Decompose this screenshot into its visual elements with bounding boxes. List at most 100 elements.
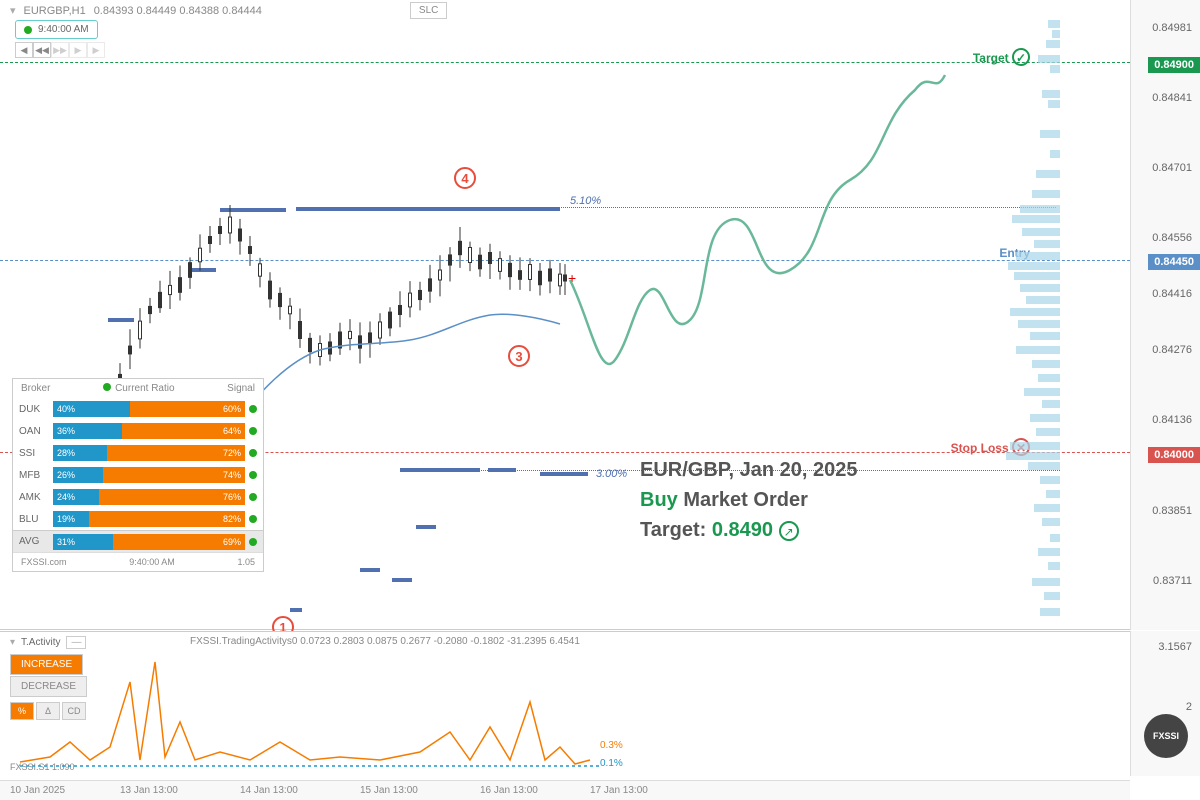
status-dot-icon: [103, 383, 111, 391]
main-chart-area[interactable]: ▾ EURGBP,H1 0.84393 0.84449 0.84388 0.84…: [0, 0, 1130, 630]
avg-name: AVG: [19, 536, 49, 547]
activity-chart: [0, 632, 1130, 777]
signal-dot-icon: [249, 405, 257, 413]
signal-dot-icon: [249, 538, 257, 546]
chart-container: ▾ EURGBP,H1 0.84393 0.84449 0.84388 0.84…: [0, 0, 1200, 800]
vp-bar: [1052, 30, 1060, 38]
ratio-short: 74%: [103, 467, 245, 483]
vp-bar: [1046, 490, 1060, 498]
vp-bar: [1044, 592, 1060, 600]
vp-bar: [1036, 428, 1060, 436]
vp-bar: [1018, 320, 1060, 328]
summary-title: EUR/GBP, Jan 20, 2025: [640, 455, 858, 485]
time-value: 9:40:00 AM: [38, 24, 89, 35]
activity-panel[interactable]: ▾ T.Activity — FXSSI.TradingActivitys0 0…: [0, 631, 1130, 776]
vp-bar: [1048, 562, 1060, 570]
ratio-footer: FXSSI.com 9:40:00 AM 1.05: [13, 552, 263, 571]
act-pct-bot: 0.1%: [600, 758, 623, 769]
vp-bar: [1050, 534, 1060, 542]
ratio-long: 36%: [53, 423, 122, 439]
signal-dot-icon: [249, 471, 257, 479]
stopout-bar: [192, 268, 216, 272]
ratio-short: 76%: [99, 489, 245, 505]
time-tick: 10 Jan 2025: [10, 785, 65, 796]
nav-controls: ◀ ◀◀ ▶▶ ▶ ▶: [15, 42, 105, 58]
vp-bar: [1030, 332, 1060, 340]
nav-play-icon[interactable]: ▶: [69, 42, 87, 58]
ratio-bar: 19% 82%: [53, 511, 245, 527]
time-tick: 17 Jan 13:00: [590, 785, 648, 796]
activity-tick: 2: [1186, 701, 1192, 713]
status-dot-icon: [24, 26, 32, 34]
vp-bar: [1010, 442, 1060, 450]
time-tick: 15 Jan 13:00: [360, 785, 418, 796]
vp-bar: [1036, 170, 1060, 178]
broker-name: SSI: [19, 448, 49, 459]
ratio-long: 24%: [53, 489, 99, 505]
footer-time: 9:40:00 AM: [129, 557, 175, 567]
time-tick: 14 Jan 13:00: [240, 785, 298, 796]
ratio-row: OAN 36% 64%: [13, 420, 263, 442]
stopout-bar: [392, 578, 412, 582]
ratio-bar: 36% 64%: [53, 423, 245, 439]
broker-name: DUK: [19, 404, 49, 415]
vp-bar: [1046, 40, 1060, 48]
ratio-rows: DUK 40% 60% OAN 36% 64% SSI 28% 72% MFB …: [13, 398, 263, 530]
vp-bar: [1042, 90, 1060, 98]
time-tick: 13 Jan 13:00: [120, 785, 178, 796]
summary-order: Market Order: [683, 489, 808, 511]
ratio-bar: 24% 76%: [53, 489, 245, 505]
vp-bar: [1038, 374, 1060, 382]
volume-profile: [1000, 0, 1060, 630]
price-tick: 0.84701: [1152, 162, 1192, 174]
price-tick: 0.83851: [1152, 505, 1192, 517]
symbol-label: EURGBP,H1: [24, 5, 86, 17]
vp-bar: [1034, 240, 1060, 248]
nav-fwd-icon[interactable]: ▶▶: [51, 42, 69, 58]
stopout-bar: [488, 468, 516, 472]
nav-last-icon[interactable]: ▶: [87, 42, 105, 58]
signal-dot-icon: [249, 427, 257, 435]
vp-bar: [1048, 20, 1060, 28]
ratio-bar: 40% 60%: [53, 401, 245, 417]
nav-first-icon[interactable]: ◀: [15, 42, 33, 58]
ratio-short: 64%: [122, 423, 245, 439]
signal-col: Signal: [227, 383, 255, 394]
broker-name: BLU: [19, 514, 49, 525]
footer-ver: 1.05: [237, 557, 255, 567]
price-axis: 0.849810.848410.847010.845560.844160.842…: [1130, 0, 1200, 630]
vp-bar: [1006, 452, 1060, 460]
ratio-panel[interactable]: Broker Current Ratio Signal DUK 40% 60% …: [12, 378, 264, 572]
vp-bar: [1040, 608, 1060, 616]
signal-dot-icon: [249, 515, 257, 523]
ratio-header: Broker Current Ratio Signal: [13, 379, 263, 398]
ratio-long: 28%: [53, 445, 107, 461]
act-pct-top: 0.3%: [600, 740, 623, 751]
vp-bar: [1032, 578, 1060, 586]
vp-bar: [1020, 284, 1060, 292]
ratio-long: 19%: [53, 511, 89, 527]
price-tick: 0.84841: [1152, 92, 1192, 104]
ratio-row: MFB 26% 74%: [13, 464, 263, 486]
summary-action: Buy: [640, 489, 678, 511]
ratio-row: BLU 19% 82%: [13, 508, 263, 530]
slc-button[interactable]: SLC: [410, 2, 447, 19]
stopout-bar: [108, 318, 134, 322]
dropdown-icon[interactable]: ▾: [10, 4, 16, 17]
summary-target-value: 0.8490: [712, 519, 773, 541]
footer-site: FXSSI.com: [21, 557, 67, 567]
vp-bar: [1020, 205, 1060, 213]
time-axis: 10 Jan 2025 13 Jan 13:00 14 Jan 13:00 15 Ja…: [0, 780, 1130, 800]
time-badge[interactable]: 9:40:00 AM: [15, 20, 98, 39]
nav-rewind-icon[interactable]: ◀◀: [33, 42, 51, 58]
price-tag: 0.84900: [1148, 57, 1200, 73]
broker-name: OAN: [19, 426, 49, 437]
broker-name: AMK: [19, 492, 49, 503]
avg-bar: 31% 69%: [53, 534, 245, 550]
vp-bar: [1024, 388, 1060, 396]
fxssi-logo: FXSSI: [1144, 714, 1188, 758]
vp-bar: [1042, 518, 1060, 526]
vp-bar: [1048, 100, 1060, 108]
broker-col: Broker: [21, 383, 50, 394]
vp-bar: [1016, 252, 1060, 260]
